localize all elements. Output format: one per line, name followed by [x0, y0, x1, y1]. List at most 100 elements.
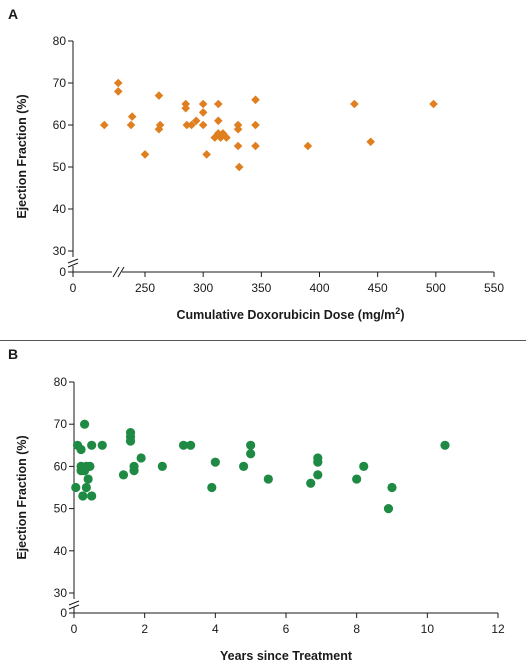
panel-label-b: B: [8, 346, 19, 362]
data-point: [251, 95, 260, 105]
data-point: [251, 120, 260, 130]
data-point: [233, 124, 243, 134]
data-point: [182, 120, 192, 130]
data-point: [78, 491, 88, 501]
data-point: [383, 504, 394, 514]
data-point: [186, 440, 196, 450]
data-point: [239, 461, 249, 471]
x-tick-label: 500: [426, 281, 446, 295]
data-point: [113, 78, 123, 88]
data-point: [118, 470, 129, 480]
data-point: [213, 116, 223, 126]
data-point: [198, 99, 208, 109]
y-tick-label: 30: [54, 586, 68, 600]
data-point: [350, 99, 359, 109]
data-point: [429, 99, 438, 109]
x-axis-title: Years since Treatment: [220, 649, 353, 663]
x-axis-break-mark: [112, 266, 120, 278]
data-point: [263, 474, 273, 484]
data-point: [306, 478, 316, 488]
y-axis-break-mark: [67, 258, 79, 264]
data-point: [222, 133, 231, 142]
data-point: [81, 482, 91, 493]
data-point: [251, 141, 260, 151]
data-point: [85, 461, 95, 471]
data-point: [207, 482, 217, 493]
y-tick-label: 40: [53, 202, 67, 216]
data-point: [191, 116, 201, 126]
y-tick-label: 70: [54, 417, 68, 431]
data-point: [129, 466, 139, 476]
y-tick-label: 70: [53, 76, 67, 90]
data-point: [313, 470, 323, 480]
y-tick-label: 80: [53, 34, 67, 48]
x-axis-break-mark: [117, 266, 125, 278]
data-point: [125, 436, 136, 446]
x-tick-label: 10: [421, 622, 435, 636]
y-tick-label: 0: [59, 265, 66, 279]
data-point: [71, 482, 81, 493]
data-point: [198, 120, 208, 130]
data-point: [303, 141, 313, 151]
data-point: [352, 474, 362, 484]
data-point: [359, 461, 369, 471]
data-point: [97, 440, 107, 450]
y-axis-break-mark: [67, 262, 79, 268]
data-point: [127, 112, 137, 121]
data-point: [246, 440, 256, 450]
x-tick-label: 300: [193, 281, 213, 295]
data-point: [233, 141, 243, 151]
data-point: [87, 440, 97, 450]
data-point: [181, 103, 191, 113]
data-point: [99, 120, 109, 130]
data-point: [140, 150, 150, 159]
data-point: [213, 99, 223, 109]
data-point: [313, 457, 323, 467]
y-tick-label: 50: [54, 502, 68, 516]
y-tick-label: 80: [54, 375, 68, 389]
data-point: [136, 453, 146, 463]
data-point: [366, 137, 375, 147]
data-point: [126, 120, 136, 130]
x-tick-label: 12: [491, 622, 505, 636]
chart-b: 0 30 40 50 60 70 80 0 2 4 6 8 10 12 Years since Treatm…: [15, 375, 505, 663]
data-point: [187, 120, 196, 130]
x-tick-label: 250: [135, 281, 155, 295]
panel-divider: [0, 340, 526, 341]
x-tick-label: 350: [251, 281, 271, 295]
data-point: [213, 129, 223, 138]
x-tick-label: 400: [309, 281, 329, 295]
x-tick-label: 4: [212, 622, 219, 636]
data-point: [76, 444, 86, 455]
chart-a: 0 30 40 50 60 70 80 0 250 300 350 400 450 500 550 Cumul…: [15, 34, 504, 322]
x-tick-label: 6: [283, 622, 290, 636]
data-point: [440, 440, 450, 450]
x-tick-label: 8: [353, 622, 360, 636]
data-point: [210, 133, 220, 142]
data-point: [155, 120, 165, 130]
data-point: [387, 482, 397, 493]
x-tick-label: 0: [70, 281, 77, 295]
data-point: [113, 87, 123, 96]
y-tick-label: 40: [54, 544, 68, 558]
y-tick-label: 0: [60, 606, 67, 620]
data-point: [234, 162, 244, 172]
data-point: [202, 150, 211, 159]
panel-label-a: A: [8, 6, 19, 22]
y-tick-label: 60: [53, 118, 67, 132]
data-point: [198, 108, 208, 117]
data-point: [157, 461, 167, 471]
y-axis-break-mark: [68, 604, 80, 610]
data-point: [80, 419, 90, 429]
data-point: [87, 491, 97, 501]
x-tick-label: 450: [368, 281, 388, 295]
data-point: [83, 474, 93, 484]
x-tick-label: 0: [71, 622, 78, 636]
data-point: [178, 440, 189, 450]
y-axis-break-mark: [68, 600, 80, 606]
x-tick-label: 550: [484, 281, 504, 295]
data-point: [246, 449, 256, 459]
data-point: [210, 457, 220, 467]
y-axis-title: Ejection Fraction (%): [15, 435, 29, 559]
data-point: [154, 91, 164, 100]
